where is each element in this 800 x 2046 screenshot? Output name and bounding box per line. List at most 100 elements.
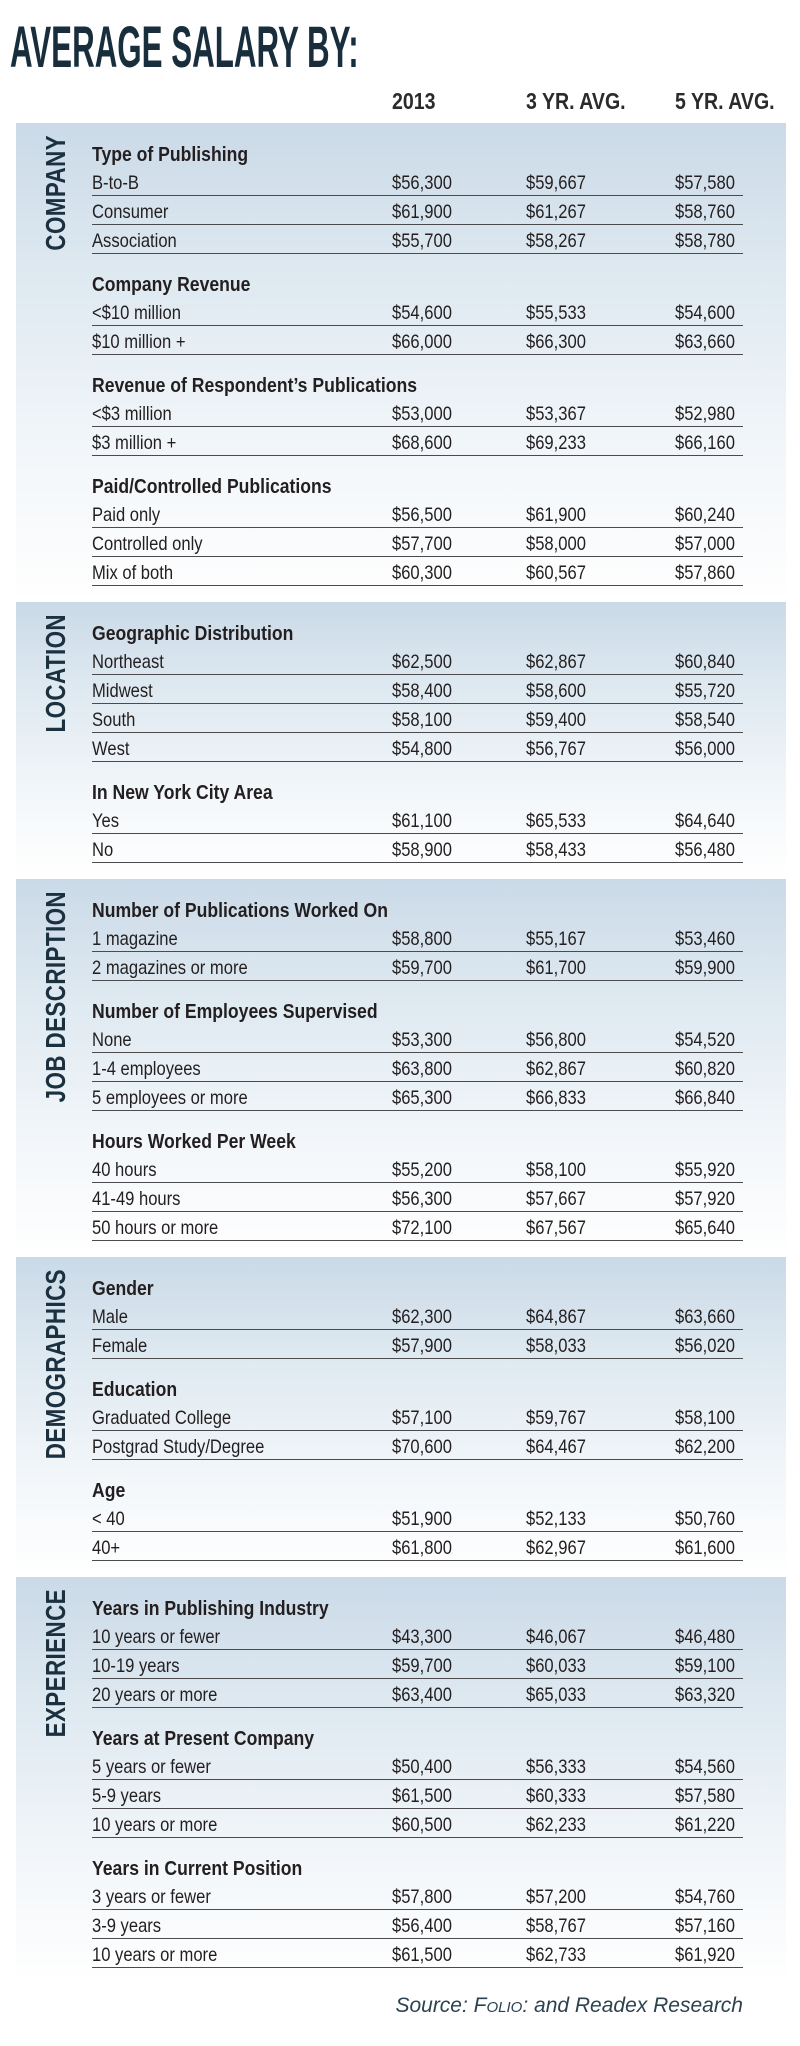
salary-value-text: $72,100 <box>392 1217 452 1239</box>
row-label-text: 5 employees or more <box>92 1087 248 1109</box>
group-heading-text: Years in Publishing Industry <box>92 1598 329 1620</box>
salary-value-col3: $64,640 <box>675 809 743 833</box>
salary-value-text: $61,500 <box>392 1944 452 1966</box>
row-label-text: Midwest <box>92 680 153 702</box>
salary-value-text: $62,867 <box>526 651 586 673</box>
group: Paid/Controlled Publications Paid only $56… <box>92 471 743 586</box>
salary-value-text: $55,167 <box>526 928 586 950</box>
salary-value-text: $53,367 <box>526 403 586 425</box>
salary-value-text: $57,800 <box>392 1886 452 1908</box>
salary-value-col2: $55,167 <box>526 927 675 951</box>
table-row: No $58,900 $58,433 $56,480 <box>92 834 743 863</box>
salary-value-col2: $59,667 <box>526 171 675 195</box>
salary-value-text: $64,467 <box>526 1436 586 1458</box>
row-label-text: < 40 <box>92 1508 125 1530</box>
salary-value-col3: $65,640 <box>675 1216 743 1240</box>
salary-value-text: $66,833 <box>526 1087 586 1109</box>
row-label-text: 10 years or more <box>92 1944 218 1966</box>
salary-value-text: $60,567 <box>526 562 586 584</box>
salary-value-text: $65,640 <box>675 1217 735 1239</box>
salary-value-col2: $60,033 <box>526 1654 675 1678</box>
table-row: <$10 million $54,600 $55,533 $54,600 <box>92 297 743 326</box>
row-label: Association <box>92 229 392 253</box>
salary-value-col1: $57,800 <box>392 1885 526 1909</box>
row-label: No <box>92 838 392 862</box>
table-row: South $58,100 $59,400 $58,540 <box>92 704 743 733</box>
sections-container: COMPANY Type of Publishing B-to-B $56,300 $5… <box>16 123 786 1984</box>
salary-value-col3: $56,000 <box>675 737 743 761</box>
salary-value-col3: $55,920 <box>675 1158 743 1182</box>
section-experience: EXPERIENCE Years in Publishing Industry 10… <box>16 1577 786 1976</box>
salary-value-col3: $62,200 <box>675 1435 743 1459</box>
salary-value-text: $69,233 <box>526 432 586 454</box>
table-row: Yes $61,100 $65,533 $64,640 <box>92 805 743 834</box>
salary-value-text: $59,667 <box>526 172 586 194</box>
section-content: Type of Publishing B-to-B $56,300 $59,667 $5… <box>92 139 743 586</box>
row-label: 5 employees or more <box>92 1086 392 1110</box>
salary-value-col2: $55,533 <box>526 301 675 325</box>
salary-value-col1: $54,600 <box>392 301 526 325</box>
group-heading-text: Company Revenue <box>92 274 251 296</box>
salary-value-text: $58,100 <box>526 1159 586 1181</box>
salary-value-col3: $58,100 <box>675 1406 743 1430</box>
salary-value-text: $56,480 <box>675 839 735 861</box>
salary-value-text: $64,867 <box>526 1306 586 1328</box>
row-label: 41-49 hours <box>92 1187 392 1211</box>
salary-value-col1: $55,700 <box>392 229 526 253</box>
table-row: 10 years or more $61,500 $62,733 $61,920 <box>92 1939 743 1968</box>
salary-value-text: $58,267 <box>526 230 586 252</box>
salary-value-text: $63,660 <box>675 1306 735 1328</box>
row-label: 5 years or fewer <box>92 1755 392 1779</box>
row-label-text: 5 years or fewer <box>92 1756 211 1778</box>
group: Years in Publishing Industry 10 years or … <box>92 1593 743 1708</box>
row-label-text: 50 hours or more <box>92 1217 219 1239</box>
salary-value-col1: $60,500 <box>392 1813 526 1837</box>
group: Revenue of Respondent’s Publications <$3 … <box>92 370 743 456</box>
section-company: COMPANY Type of Publishing B-to-B $56,300 $5… <box>16 123 786 594</box>
column-header-2013: 2013 <box>392 88 436 114</box>
row-label-text: <$10 million <box>92 302 181 324</box>
row-label: 10 years or more <box>92 1943 392 1967</box>
table-row: $3 million + $68,600 $69,233 $66,160 <box>92 427 743 456</box>
salary-value-text: $61,500 <box>392 1785 452 1807</box>
salary-value-text: $58,400 <box>392 680 452 702</box>
source-credit: Source: Folio: and Readex Research <box>395 1994 743 2018</box>
salary-value-text: $62,867 <box>526 1058 586 1080</box>
row-label: 3 years or fewer <box>92 1885 392 1909</box>
salary-value-col1: $60,300 <box>392 561 526 585</box>
section-content: Years in Publishing Industry 10 years or … <box>92 1593 743 1968</box>
salary-value-text: $58,100 <box>392 709 452 731</box>
salary-value-text: $68,600 <box>392 432 452 454</box>
salary-value-text: $60,240 <box>675 504 735 526</box>
group: Number of Employees Supervised None $53,30… <box>92 996 743 1111</box>
salary-value-col2: $65,533 <box>526 809 675 833</box>
row-label: None <box>92 1028 392 1052</box>
salary-value-text: $65,300 <box>392 1087 452 1109</box>
table-row: < 40 $51,900 $52,133 $50,760 <box>92 1503 743 1532</box>
row-label: Graduated College <box>92 1406 392 1430</box>
row-label: <$10 million <box>92 301 392 325</box>
salary-value-col1: $68,600 <box>392 431 526 455</box>
section-label: LOCATION <box>40 614 71 733</box>
column-header-5yr-avg: 5 YR. AVG. <box>675 88 775 114</box>
salary-value-col2: $58,267 <box>526 229 675 253</box>
salary-value-text: $52,980 <box>675 403 735 425</box>
salary-value-text: $46,067 <box>526 1626 586 1648</box>
row-label: Female <box>92 1334 392 1358</box>
salary-value-col1: $56,400 <box>392 1914 526 1938</box>
row-label: 1 magazine <box>92 927 392 951</box>
salary-value-text: $54,520 <box>675 1029 735 1051</box>
table-row: Association $55,700 $58,267 $58,780 <box>92 225 743 254</box>
section-content: Gender Male $62,300 $64,867 $63,660 Female $57… <box>92 1273 743 1561</box>
salary-value-col1: $56,300 <box>392 171 526 195</box>
row-label: 5-9 years <box>92 1784 392 1808</box>
row-label: Midwest <box>92 679 392 703</box>
row-label: < 40 <box>92 1507 392 1531</box>
salary-value-text: $62,233 <box>526 1814 586 1836</box>
row-label: 3-9 years <box>92 1914 392 1938</box>
salary-value-col3: $54,560 <box>675 1755 743 1779</box>
group-heading: Years in Publishing Industry <box>92 1593 743 1621</box>
table-row: 20 years or more $63,400 $65,033 $63,320 <box>92 1679 743 1708</box>
salary-value-text: $57,200 <box>526 1886 586 1908</box>
salary-value-text: $59,700 <box>392 957 452 979</box>
